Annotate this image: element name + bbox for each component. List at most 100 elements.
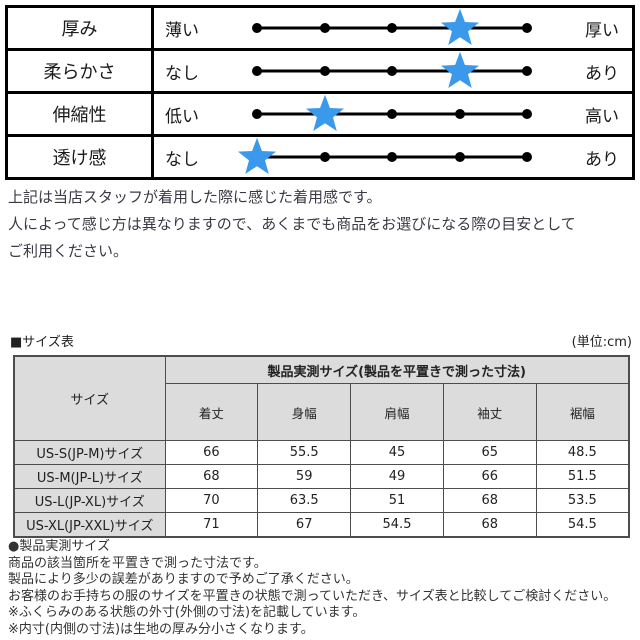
size-value-cell: 51.5 <box>535 464 630 489</box>
scale-max-label: あり <box>585 63 619 84</box>
rating-row: 柔らかさ なし あり <box>5 48 635 94</box>
scale-max-label: 厚い <box>585 20 619 41</box>
attribute-label: 透け感 <box>5 134 154 180</box>
scale-track <box>252 8 532 48</box>
measurement-note-line: 製品により多少の誤差がありますので予めご了承ください。 <box>8 572 359 587</box>
scale-track <box>252 94 532 134</box>
scale-wrap: なし あり <box>154 51 632 91</box>
scale-min-label: 低い <box>165 106 199 127</box>
staff-note-line: 上記は当店スタッフが着用した際に感じた着用感です。 <box>8 188 382 206</box>
size-table-title: ■サイズ表 <box>10 335 74 350</box>
scale-dot <box>319 23 330 33</box>
measured-size-group-header: 製品実測サイズ(製品を平置きで測った寸法) <box>164 355 630 384</box>
scale-max-label: あり <box>585 149 619 170</box>
rating-star-icon <box>237 137 277 174</box>
rating-row: 厚み 薄い 厚い <box>5 5 635 51</box>
column-header: 身幅 <box>257 383 352 441</box>
size-value-cell: 68 <box>442 512 537 538</box>
staff-note-paragraph: 上記は当店スタッフが着用した際に感じた着用感です。人によって感じ方は異なりますの… <box>8 184 576 265</box>
scale-dot <box>252 23 262 33</box>
measurement-notes: ●製品実測サイズ 商品の該当箇所を平置きで測った寸法です。 製品により多少の誤差が… <box>8 539 616 638</box>
column-header: 着丈 <box>164 383 259 441</box>
size-value-cell: 70 <box>164 488 259 513</box>
size-value-cell: 51 <box>350 488 444 513</box>
rating-star-icon <box>440 51 479 88</box>
scale-dot <box>454 152 465 162</box>
scale-wrap: 低い 高い <box>154 94 632 134</box>
fit-rating-table: 厚み 薄い 厚い 柔らかさ なし あり 伸縮性 低い 高い 透け感 なし あり <box>5 5 635 180</box>
attribute-label: 伸縮性 <box>5 91 154 137</box>
size-row: US-XL(JP-XXL)サイズ 71 67 54.5 68 54.5 <box>13 512 630 538</box>
size-value-cell: 53.5 <box>535 488 630 513</box>
asterisk-note-line: ※内寸(内側の寸法)は生地の厚み分小さくなります。 <box>8 621 314 637</box>
scale-dot <box>522 66 532 76</box>
scale-dot <box>522 23 532 33</box>
rating-star-icon <box>440 8 479 46</box>
size-row-label: US-XL(JP-XXL)サイズ <box>13 512 166 538</box>
size-row: US-S(JP-M)サイズ 66 55.5 45 65 48.5 <box>13 440 630 465</box>
size-value-cell: 67 <box>257 512 352 538</box>
size-value-cell: 66 <box>442 464 537 489</box>
size-value-cell: 59 <box>257 464 352 489</box>
rating-scale: 薄い 厚い <box>151 5 635 51</box>
rating-star-icon <box>305 94 344 131</box>
rating-scale: 低い 高い <box>151 91 635 137</box>
scale-dot <box>387 109 397 119</box>
scale-dot <box>319 66 330 76</box>
scale-dot <box>252 66 262 76</box>
size-row: US-M(JP-L)サイズ 68 59 49 66 51.5 <box>13 464 630 489</box>
size-table: サイズ 製品実測サイズ(製品を平置きで測った寸法) 着丈 身幅 肩幅 袖丈 裾幅 US-… <box>13 355 630 538</box>
size-value-cell: 68 <box>164 464 259 489</box>
measurement-notes-title: ●製品実測サイズ <box>8 539 110 554</box>
scale-dot <box>522 152 532 162</box>
attribute-label: 柔らかさ <box>5 48 154 94</box>
size-value-cell: 49 <box>350 464 444 489</box>
scale-dot <box>387 23 397 33</box>
scale-min-label: なし <box>165 63 199 84</box>
scale-dot <box>522 109 532 119</box>
scale-dot <box>252 109 262 119</box>
asterisk-note-line: ※ふくらみのある状態の外寸(外側の寸法)を記載しています。 <box>8 605 366 620</box>
size-value-cell: 65 <box>442 440 537 465</box>
scale-dot <box>387 152 397 162</box>
size-value-cell: 68 <box>442 488 537 513</box>
scale-track <box>252 51 532 91</box>
size-value-cell: 48.5 <box>535 440 630 465</box>
rating-scale: なし あり <box>151 134 635 180</box>
staff-note-line: ご利用ください。 <box>8 242 129 260</box>
scale-wrap: 薄い 厚い <box>154 8 632 48</box>
measurement-note-line: お客様のお手持ちの服のサイズを平置きの状態で測っていただき、サイズ表と比較してご… <box>8 588 617 604</box>
rating-row: 透け感 なし あり <box>5 134 635 180</box>
size-row-label: US-M(JP-L)サイズ <box>13 464 166 489</box>
size-row-label: US-L(JP-XL)サイズ <box>13 488 166 513</box>
staff-note-line: 人によって感じ方は異なりますので、あくまでも商品をお選びになる際の目安として <box>8 215 576 233</box>
size-value-cell: 66 <box>164 440 259 465</box>
scale-dot <box>387 66 397 76</box>
rating-scale: なし あり <box>151 48 635 94</box>
size-row: US-L(JP-XL)サイズ 70 63.5 51 68 53.5 <box>13 488 630 513</box>
scale-dot <box>454 109 465 119</box>
attribute-label: 厚み <box>5 5 154 51</box>
unit-label: (単位:cm) <box>571 335 632 350</box>
scale-dot <box>319 152 330 162</box>
size-value-cell: 63.5 <box>257 488 352 513</box>
scale-track <box>237 137 532 177</box>
column-header: 肩幅 <box>350 383 444 441</box>
size-value-cell: 54.5 <box>350 512 444 538</box>
scale-min-label: 薄い <box>165 20 199 41</box>
size-value-cell: 55.5 <box>257 440 352 465</box>
size-value-cell: 71 <box>164 512 259 538</box>
scale-max-label: 高い <box>585 106 619 127</box>
size-row-label: US-S(JP-M)サイズ <box>13 440 166 465</box>
scale-min-label: なし <box>165 149 199 170</box>
size-section-header: ■サイズ表 (単位:cm) <box>10 331 632 350</box>
size-value-cell: 54.5 <box>535 512 630 538</box>
size-value-cell: 45 <box>350 440 444 465</box>
column-header: 裾幅 <box>535 383 630 441</box>
measurement-note-line: 商品の該当箇所を平置きで測った寸法です。 <box>8 555 267 571</box>
rating-row: 伸縮性 低い 高い <box>5 91 635 137</box>
size-corner-header: サイズ <box>13 355 166 441</box>
column-header: 袖丈 <box>442 383 537 441</box>
scale-wrap: なし あり <box>154 137 632 177</box>
